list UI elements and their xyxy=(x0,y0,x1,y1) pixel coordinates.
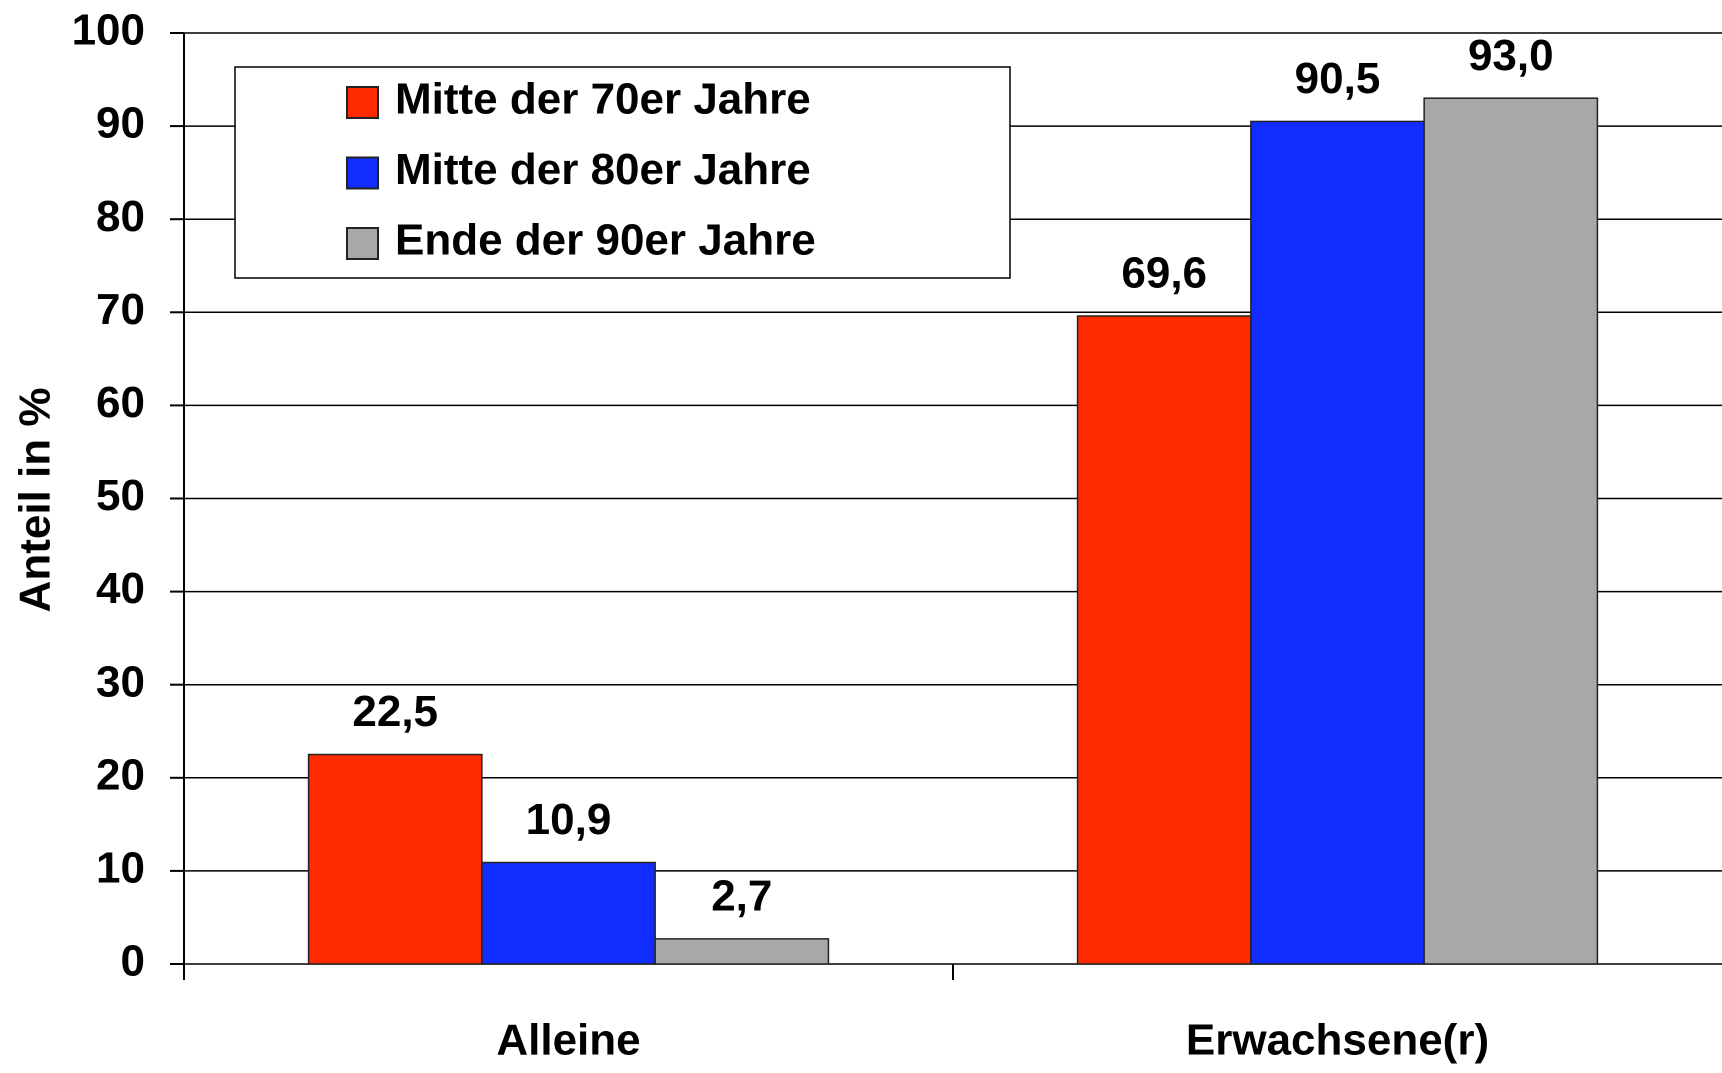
bar xyxy=(654,938,830,965)
value-label: 93,0 xyxy=(1468,31,1554,80)
legend-swatch xyxy=(346,227,379,260)
y-tick-label: 10 xyxy=(96,844,145,893)
y-tick-label: 60 xyxy=(96,378,145,427)
y-tick-label: 20 xyxy=(96,750,145,799)
value-label: 90,5 xyxy=(1295,54,1381,103)
value-label: 10,9 xyxy=(526,795,612,844)
legend-label: Mitte der 70er Jahre xyxy=(395,75,811,124)
legend-swatch xyxy=(346,86,379,119)
value-label: 69,6 xyxy=(1121,249,1207,298)
y-tick-label: 50 xyxy=(96,471,145,520)
bar xyxy=(1250,120,1425,965)
bar xyxy=(481,861,656,965)
bar xyxy=(1076,315,1252,965)
legend-label: Ende der 90er Jahre xyxy=(395,216,816,265)
y-tick-label: 0 xyxy=(121,937,145,986)
bar xyxy=(307,753,483,965)
x-tick-label: Erwachsene(r) xyxy=(1186,1016,1489,1065)
y-tick-label: 30 xyxy=(96,657,145,706)
value-label: 22,5 xyxy=(352,687,438,736)
y-tick-label: 70 xyxy=(96,285,145,334)
y-tick-label: 90 xyxy=(96,99,145,148)
legend-label: Mitte der 80er Jahre xyxy=(395,145,811,194)
x-tick-label: Alleine xyxy=(496,1016,640,1065)
y-tick-label: 100 xyxy=(72,6,145,55)
bar xyxy=(1423,97,1599,965)
value-label: 2,7 xyxy=(711,871,772,920)
y-axis-title: Anteil in % xyxy=(11,388,60,613)
legend-swatch xyxy=(346,156,379,190)
y-tick-label: 40 xyxy=(96,564,145,613)
y-tick-label: 80 xyxy=(96,192,145,241)
